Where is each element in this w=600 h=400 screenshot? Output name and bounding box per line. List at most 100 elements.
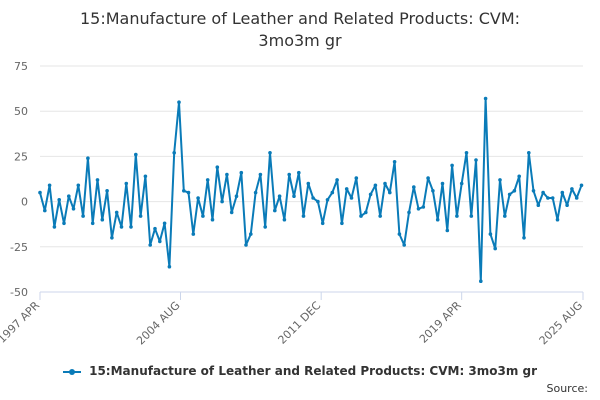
data-point[interactable] xyxy=(196,196,200,200)
data-point[interactable] xyxy=(306,181,311,186)
data-point[interactable] xyxy=(43,208,47,213)
data-point[interactable] xyxy=(340,221,344,226)
data-point[interactable] xyxy=(229,210,234,215)
data-point[interactable] xyxy=(344,187,349,191)
data-point[interactable] xyxy=(177,100,181,104)
data-point[interactable] xyxy=(479,279,483,284)
data-point[interactable] xyxy=(47,183,52,188)
data-point[interactable] xyxy=(215,165,220,169)
data-point[interactable] xyxy=(416,207,421,211)
data-point[interactable] xyxy=(134,152,138,157)
data-point[interactable] xyxy=(565,203,569,207)
data-point[interactable] xyxy=(498,178,502,182)
data-point[interactable] xyxy=(186,190,191,195)
data-point[interactable] xyxy=(335,178,339,182)
data-point[interactable] xyxy=(512,189,517,193)
data-point[interactable] xyxy=(297,170,301,175)
data-point[interactable] xyxy=(541,190,545,195)
data-point[interactable] xyxy=(234,194,239,198)
data-point[interactable] xyxy=(220,199,224,204)
data-point[interactable] xyxy=(172,151,176,155)
data-point[interactable] xyxy=(507,192,512,197)
data-point[interactable] xyxy=(440,181,445,186)
data-point[interactable] xyxy=(105,189,109,193)
data-point[interactable] xyxy=(90,221,95,226)
data-point[interactable] xyxy=(253,190,258,195)
data-point[interactable] xyxy=(383,181,387,186)
data-point[interactable] xyxy=(412,185,416,189)
data-point[interactable] xyxy=(71,207,76,211)
data-point[interactable] xyxy=(110,236,114,240)
data-point[interactable] xyxy=(162,221,167,226)
data-point[interactable] xyxy=(263,225,268,229)
data-point[interactable] xyxy=(311,196,315,200)
data-point[interactable] xyxy=(244,243,248,247)
data-point[interactable] xyxy=(517,174,521,179)
data-point[interactable] xyxy=(325,198,330,202)
data-point[interactable] xyxy=(158,239,162,244)
data-point[interactable] xyxy=(368,192,373,197)
data-point[interactable] xyxy=(67,194,71,198)
data-point[interactable] xyxy=(292,194,296,198)
data-point[interactable] xyxy=(225,172,229,177)
data-point[interactable] xyxy=(469,214,474,218)
data-point[interactable] xyxy=(52,225,57,229)
data-point[interactable] xyxy=(62,221,66,226)
data-point[interactable] xyxy=(124,181,129,186)
data-point[interactable] xyxy=(560,190,565,195)
data-point[interactable] xyxy=(388,190,392,195)
data-point[interactable] xyxy=(182,189,186,193)
legend[interactable]: 15:Manufacture of Leather and Related Pr… xyxy=(0,364,600,378)
data-point[interactable] xyxy=(392,160,397,164)
data-point[interactable] xyxy=(268,151,272,155)
data-point[interactable] xyxy=(503,214,507,218)
data-point[interactable] xyxy=(527,151,531,155)
data-point[interactable] xyxy=(119,225,124,229)
data-point[interactable] xyxy=(522,236,526,240)
data-point[interactable] xyxy=(483,96,488,101)
data-point[interactable] xyxy=(148,243,152,247)
data-point[interactable] xyxy=(402,243,407,247)
data-point[interactable] xyxy=(364,210,368,215)
data-point[interactable] xyxy=(100,217,105,222)
data-point[interactable] xyxy=(301,214,306,218)
data-point[interactable] xyxy=(210,217,215,222)
data-point[interactable] xyxy=(531,189,536,193)
data-point[interactable] xyxy=(455,214,459,218)
data-point[interactable] xyxy=(273,208,277,213)
data-point[interactable] xyxy=(81,214,85,218)
data-point[interactable] xyxy=(555,217,560,222)
data-point[interactable] xyxy=(474,158,478,162)
data-point[interactable] xyxy=(138,214,143,218)
data-point[interactable] xyxy=(459,181,464,186)
data-point[interactable] xyxy=(320,221,325,226)
data-point[interactable] xyxy=(426,176,430,180)
data-point[interactable] xyxy=(445,228,450,233)
data-point[interactable] xyxy=(95,178,100,182)
data-point[interactable] xyxy=(258,172,263,177)
data-point[interactable] xyxy=(114,210,119,215)
data-point[interactable] xyxy=(349,196,354,200)
data-point[interactable] xyxy=(153,226,157,231)
data-point[interactable] xyxy=(330,190,335,195)
data-point[interactable] xyxy=(450,163,454,168)
data-point[interactable] xyxy=(38,190,42,195)
data-point[interactable] xyxy=(488,232,493,236)
data-point[interactable] xyxy=(570,187,574,191)
data-point[interactable] xyxy=(397,232,402,236)
data-point[interactable] xyxy=(277,194,282,198)
data-point[interactable] xyxy=(431,189,435,193)
data-point[interactable] xyxy=(205,178,210,182)
data-point[interactable] xyxy=(550,196,555,200)
data-point[interactable] xyxy=(373,183,378,188)
data-point[interactable] xyxy=(191,232,196,236)
data-point[interactable] xyxy=(287,172,292,177)
data-point[interactable] xyxy=(129,225,133,229)
data-point[interactable] xyxy=(239,170,244,175)
data-point[interactable] xyxy=(316,199,320,204)
data-point[interactable] xyxy=(493,246,498,251)
data-point[interactable] xyxy=(143,174,148,179)
data-point[interactable] xyxy=(282,217,287,222)
data-point[interactable] xyxy=(407,210,411,215)
data-point[interactable] xyxy=(201,214,205,218)
